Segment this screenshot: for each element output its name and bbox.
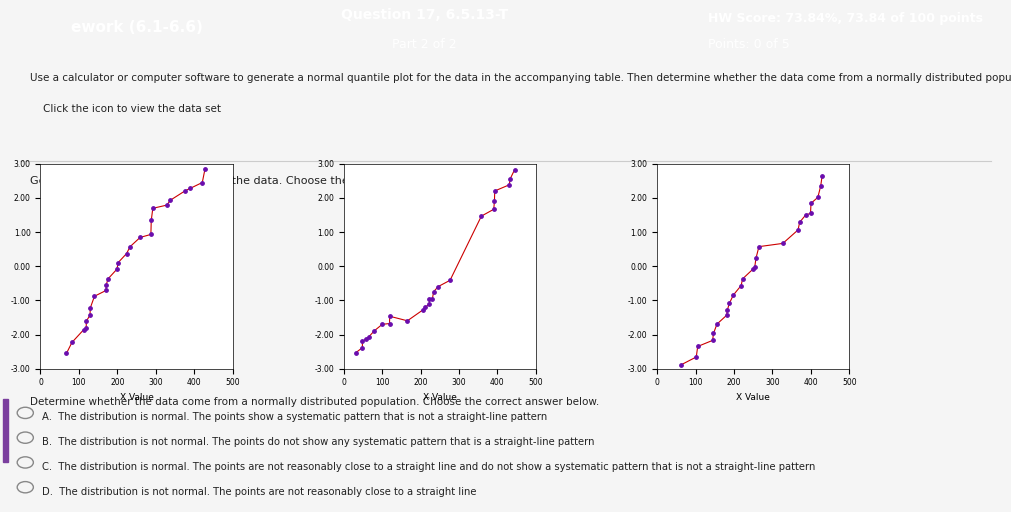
Point xyxy=(422,300,438,308)
Point xyxy=(100,275,116,283)
Point xyxy=(430,283,446,291)
Point xyxy=(399,317,416,325)
Point xyxy=(182,184,198,193)
Text: A.  The distribution is normal. The points show a systematic pattern that is not: A. The distribution is normal. The point… xyxy=(42,412,548,422)
Point xyxy=(706,329,722,337)
Text: A.: A. xyxy=(40,181,52,191)
Point xyxy=(673,360,690,369)
Point xyxy=(501,175,518,183)
FancyArrow shape xyxy=(2,399,8,462)
Point xyxy=(354,337,370,346)
Point xyxy=(722,299,738,307)
Point xyxy=(814,172,830,180)
X-axis label: X Value: X Value xyxy=(119,393,154,402)
Text: C.: C. xyxy=(657,181,668,191)
Point xyxy=(751,243,767,251)
Point xyxy=(725,291,741,299)
Point xyxy=(118,249,134,258)
Point xyxy=(109,265,125,273)
Point xyxy=(194,178,210,186)
Point xyxy=(705,336,721,345)
Text: Part 2 of 2: Part 2 of 2 xyxy=(392,38,457,51)
Text: D.  The distribution is not normal. The points are not reasonably close to a str: D. The distribution is not normal. The p… xyxy=(42,487,477,497)
Point xyxy=(348,349,364,357)
Point xyxy=(177,187,193,195)
Point xyxy=(381,312,397,321)
Point xyxy=(358,335,374,343)
Point xyxy=(792,218,808,226)
Point xyxy=(426,288,442,296)
Point xyxy=(132,233,149,242)
Point xyxy=(422,295,438,303)
Point xyxy=(486,197,502,205)
Text: ework (6.1-6.6): ework (6.1-6.6) xyxy=(71,20,202,35)
Point xyxy=(78,317,94,325)
Point xyxy=(473,212,489,220)
Text: Click the icon to view the data set: Click the icon to view the data set xyxy=(30,104,221,114)
Point xyxy=(688,353,705,361)
Point xyxy=(425,295,441,304)
Point xyxy=(122,243,139,251)
Point xyxy=(745,265,761,273)
Point xyxy=(82,304,98,312)
Point xyxy=(501,181,518,189)
Point xyxy=(381,319,397,328)
Point xyxy=(748,254,764,263)
Point xyxy=(690,343,706,351)
Point xyxy=(709,320,725,328)
Point xyxy=(418,303,434,311)
Point xyxy=(719,306,735,314)
Text: B.  The distribution is not normal. The points do not show any systematic patter: B. The distribution is not normal. The p… xyxy=(42,437,594,447)
Text: Generate a normal quantile plot for the data. Choose the correct graph below.: Generate a normal quantile plot for the … xyxy=(30,176,467,186)
Point xyxy=(734,275,750,283)
Text: HW Score: 73.84%, 73.84 of 100 points: HW Score: 73.84%, 73.84 of 100 points xyxy=(708,12,983,25)
Point xyxy=(197,164,213,173)
Point xyxy=(76,326,92,334)
Point xyxy=(98,282,114,290)
Point xyxy=(78,324,94,332)
Point xyxy=(82,311,98,319)
Point xyxy=(486,187,502,195)
Point xyxy=(485,205,501,214)
Point xyxy=(162,196,178,204)
Point xyxy=(159,201,175,209)
Point xyxy=(110,259,126,267)
X-axis label: X Value: X Value xyxy=(423,393,457,402)
Point xyxy=(442,276,458,284)
Point xyxy=(798,211,814,219)
Point xyxy=(64,338,80,347)
Point xyxy=(733,282,749,290)
Point xyxy=(810,193,826,201)
Point xyxy=(145,204,161,212)
Text: Use a calculator or computer software to generate a normal quantile plot for the: Use a calculator or computer software to… xyxy=(30,73,1011,83)
Text: Determine whether the data come from a normally distributed population. Choose t: Determine whether the data come from a n… xyxy=(30,397,600,407)
Point xyxy=(813,182,829,190)
Point xyxy=(719,311,735,319)
Text: ✓ B.: ✓ B. xyxy=(344,181,370,191)
Point xyxy=(374,320,390,328)
Point xyxy=(361,333,377,341)
Point xyxy=(790,226,806,234)
Point xyxy=(747,263,763,271)
Point xyxy=(416,306,432,314)
X-axis label: X Value: X Value xyxy=(736,393,770,402)
Point xyxy=(366,327,382,335)
Point xyxy=(143,230,159,239)
Point xyxy=(803,209,819,218)
Point xyxy=(144,217,160,225)
Point xyxy=(803,199,819,207)
Point xyxy=(507,165,523,174)
Point xyxy=(86,292,102,301)
Point xyxy=(59,349,75,357)
Text: C.  The distribution is normal. The points are not reasonably close to a straigh: C. The distribution is normal. The point… xyxy=(42,462,816,472)
Text: Points: 0 of 5: Points: 0 of 5 xyxy=(708,38,790,51)
Point xyxy=(774,239,791,247)
Point xyxy=(354,344,370,352)
Text: Question 17, 6.5.13-T: Question 17, 6.5.13-T xyxy=(341,8,509,23)
Point xyxy=(98,286,114,294)
